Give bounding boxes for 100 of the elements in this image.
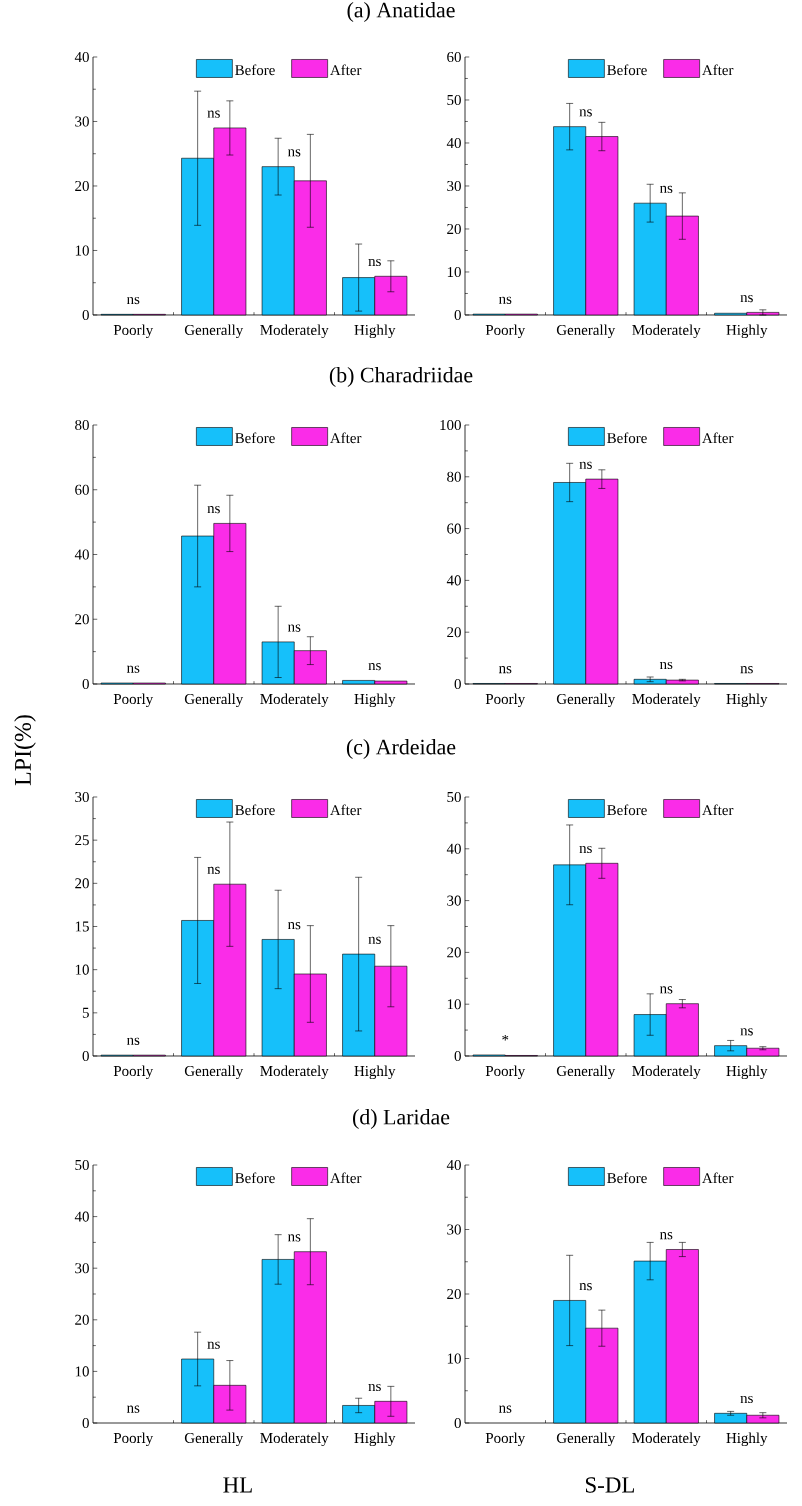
- legend-label: After: [330, 804, 362, 816]
- y-tick-label: 20: [75, 614, 89, 625]
- y-axis-title: LPI(%): [14, 715, 36, 786]
- annotation: ns: [207, 110, 220, 118]
- x-tick-label: Moderately: [260, 324, 329, 339]
- annotation: *: [502, 1034, 509, 1041]
- annotation: ns: [579, 461, 592, 469]
- chart-title: (a) Anatidae: [347, 2, 455, 22]
- x-tick-label: Highly: [354, 324, 396, 339]
- y-tick-label: 0: [82, 1417, 89, 1429]
- annotation: ns: [368, 1383, 381, 1392]
- x-axis-title: S-DL: [585, 1477, 634, 1493]
- annotation: ns: [740, 295, 753, 303]
- y-tick-label: 20: [75, 878, 89, 889]
- y-tick-label: 80: [75, 419, 89, 431]
- legend-label: Before: [235, 432, 275, 444]
- y-tick-label: 30: [447, 180, 461, 192]
- x-tick-label: Moderately: [632, 693, 701, 708]
- chart-title: (b) Charadriidae: [329, 367, 473, 387]
- annotation: ns: [287, 149, 301, 157]
- x-tick-label: Poorly: [113, 1432, 154, 1447]
- legend-label: After: [702, 804, 734, 816]
- legend-label: Before: [235, 1172, 275, 1184]
- annotation: ns: [659, 661, 673, 670]
- annotation: ns: [287, 1234, 301, 1242]
- chart-title: (c) Ardeidae: [346, 739, 456, 759]
- x-tick-label: Moderately: [632, 1065, 701, 1080]
- y-tick-label: 30: [447, 1224, 461, 1235]
- x-tick-label: Generally: [556, 1065, 616, 1080]
- annotation: ns: [740, 1395, 753, 1404]
- legend-label: After: [330, 432, 362, 444]
- y-tick-label: 10: [447, 999, 461, 1010]
- y-tick-label: 40: [74, 51, 89, 63]
- y-tick-label: 50: [75, 1159, 89, 1171]
- y-tick-label: 10: [75, 1366, 89, 1377]
- y-tick-label: 15: [75, 921, 89, 932]
- x-tick-label: Moderately: [260, 693, 329, 708]
- y-tick-label: 20: [75, 1314, 89, 1325]
- annotation: ns: [368, 663, 381, 671]
- x-tick-label: Poorly: [113, 693, 154, 708]
- y-tick-label: 60: [447, 523, 461, 534]
- annotation: ns: [740, 666, 753, 674]
- y-tick-label: 50: [447, 94, 461, 106]
- y-tick-label: 50: [447, 791, 461, 803]
- annotation: ns: [579, 845, 592, 854]
- chart-title: (d) Laridae: [352, 1109, 450, 1129]
- annotation: ns: [287, 922, 301, 930]
- x-tick-label: Generally: [184, 324, 244, 339]
- y-tick-label: 40: [446, 1159, 461, 1171]
- legend-label: Before: [607, 1172, 647, 1184]
- legend-label: Before: [235, 64, 275, 76]
- annotation: ns: [498, 296, 512, 304]
- annotation: ns: [579, 109, 592, 117]
- annotation: ns: [498, 1405, 512, 1413]
- annotation: ns: [368, 258, 381, 267]
- y-tick-label: 20: [447, 947, 461, 958]
- x-tick-label: Poorly: [485, 1065, 526, 1080]
- x-tick-label: Highly: [726, 1432, 768, 1447]
- annotation: ns: [659, 185, 673, 193]
- y-tick-label: 10: [447, 1353, 461, 1364]
- legend-label: Before: [607, 804, 647, 816]
- x-tick-label: Poorly: [485, 693, 526, 708]
- x-tick-label: Moderately: [632, 1432, 701, 1447]
- y-tick-label: 10: [75, 964, 89, 975]
- x-tick-label: Poorly: [113, 1065, 154, 1080]
- x-tick-label: Generally: [556, 693, 616, 708]
- x-tick-label: Highly: [726, 693, 768, 708]
- y-tick-label: 0: [82, 309, 89, 321]
- y-tick-label: 40: [74, 1211, 89, 1222]
- legend-label: Before: [607, 64, 647, 76]
- x-tick-label: Highly: [354, 693, 396, 708]
- x-tick-label: Highly: [726, 324, 768, 339]
- y-tick-label: 100: [440, 419, 461, 431]
- y-tick-label: 0: [82, 678, 89, 690]
- y-tick-label: 0: [454, 1417, 461, 1429]
- x-tick-label: Poorly: [113, 324, 154, 339]
- annotation: ns: [126, 1405, 140, 1413]
- legend-label: After: [702, 1172, 734, 1184]
- x-tick-label: Generally: [184, 1065, 244, 1080]
- annotation: ns: [207, 1341, 220, 1349]
- x-tick-label: Highly: [354, 1432, 396, 1447]
- annotation: ns: [126, 1037, 140, 1045]
- annotation: ns: [579, 1283, 592, 1291]
- annotation: ns: [498, 666, 512, 674]
- x-tick-label: Poorly: [485, 324, 526, 339]
- annotation: ns: [126, 296, 140, 305]
- y-tick-label: 10: [75, 245, 89, 256]
- y-tick-label: 30: [447, 895, 461, 906]
- y-tick-label: 20: [75, 180, 89, 192]
- annotation: ns: [740, 1028, 753, 1036]
- annotation: ns: [368, 936, 381, 944]
- annotation: ns: [659, 1232, 673, 1240]
- legend-label: Before: [235, 804, 275, 816]
- legend-label: After: [330, 64, 362, 76]
- x-tick-label: Highly: [354, 1065, 396, 1080]
- legend-label: After: [702, 432, 734, 444]
- y-tick-label: 60: [447, 51, 461, 63]
- annotation: ns: [287, 624, 301, 632]
- x-tick-label: Generally: [556, 324, 616, 339]
- y-tick-label: 10: [447, 266, 461, 278]
